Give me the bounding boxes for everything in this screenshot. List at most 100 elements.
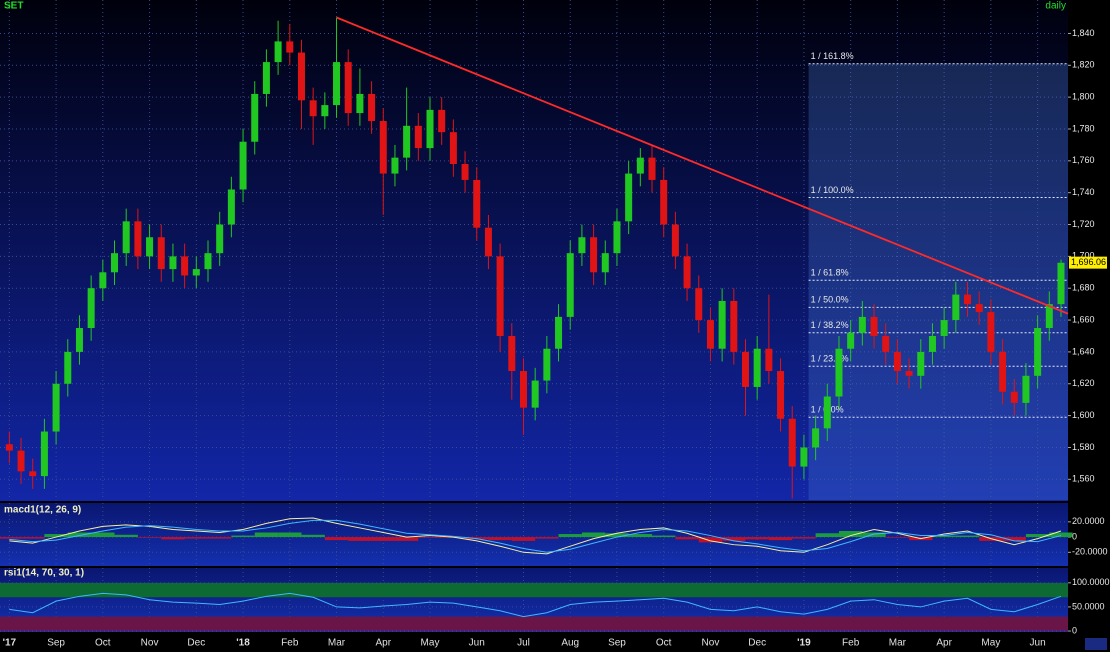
candle-body [286,41,294,53]
x-tick-label: Dec [748,638,766,649]
candle-body [461,164,469,180]
x-tick-label: Nov [702,638,720,649]
last-price-box [1069,256,1107,269]
x-tick-label: Sep [47,638,65,649]
candle-body [274,41,282,63]
candle-body [788,418,796,467]
last-price-label: 1,696.06 [1071,257,1106,267]
y-tick-label: 1,620 [1072,378,1095,388]
candle-body [777,371,785,419]
macd-histogram-bar [932,535,956,538]
candle-body [99,272,107,289]
candle-body [496,256,504,336]
rsi-title: rsi1(14, 70, 30, 1) [4,568,84,579]
candle-body [730,300,738,352]
x-tick-label: Jul [517,638,530,649]
candle-body [262,62,270,94]
candle-body [765,348,773,372]
fib-label: 1 / 100.0% [811,185,854,195]
macd-histogram-bar [231,535,255,538]
x-tick-label: Jun [1030,638,1046,649]
candle-body [835,348,843,397]
y-tick-label: -20.0000 [1072,547,1108,557]
candle-body [484,227,492,257]
candle-body [239,141,247,190]
candle-body [1057,262,1065,305]
x-tick-label: Aug [561,638,579,649]
candle-body [601,253,609,273]
candle-body [52,383,60,432]
candle-body [695,288,703,321]
macd-line [9,519,1062,553]
fib-label: 1 / 23.6% [811,354,849,364]
y-tick-label: 1,760 [1072,155,1095,165]
y-tick-label: 100.0000 [1072,577,1110,587]
macd-histogram-bar [745,537,769,540]
rsi-zone [0,582,1068,598]
candle-body [800,447,808,467]
candle-body [578,237,586,254]
candle-body [519,371,527,408]
y-tick-label: 1,660 [1072,314,1095,324]
candle-body [543,348,551,381]
candle-body [5,444,13,451]
x-tick-label: Feb [842,638,860,649]
y-tick-label: 1,740 [1072,187,1095,197]
candle-body [438,109,446,133]
candle-body [753,348,761,387]
rsi-line [9,592,1062,618]
y-tick-label: 20.0000 [1072,516,1105,526]
macd-histogram-bar [348,537,372,541]
macd-histogram-bar [254,532,279,538]
candle-body [1010,391,1018,403]
macd-histogram-bar [1049,532,1073,538]
candle-body [227,189,235,225]
x-tick-label: Feb [281,638,299,649]
candle-body [893,351,901,372]
macd-histogram-bar [207,537,232,539]
candle-body [146,237,154,257]
candle-body [812,428,820,448]
x-tick-label: '19 [797,638,811,649]
y-tick-label: 1,780 [1072,123,1095,133]
y-tick-label: 0 [1072,531,1077,541]
candle-body [204,253,212,270]
y-tick-label: 1,800 [1072,92,1095,102]
macd-histogram-bar [44,534,68,538]
macd-histogram-bar [511,537,536,541]
candle-body [531,380,539,408]
symbol: SET [4,1,23,12]
x-tick-label: Jun [469,638,485,649]
candle-body [917,351,925,376]
macd-histogram-bar [838,530,863,538]
y-tick-label: 1,680 [1072,283,1095,293]
candle-body [905,371,913,376]
period: daily [1045,1,1066,12]
x-axis [0,632,1068,652]
macd-histogram-bar [628,534,653,538]
candle-body [847,332,855,349]
candle-body [321,105,329,117]
settings-button[interactable] [1085,638,1107,650]
y-tick-label: 0 [1072,625,1077,635]
candle-body [414,125,422,149]
candle-body [660,179,668,225]
candle-body [157,237,165,270]
candle-body [449,132,457,165]
macd-histogram-bar [1025,534,1050,538]
candle-body [181,256,189,276]
x-tick-label: May [981,638,1000,649]
candle-body [882,335,890,352]
macd-histogram-bar [885,537,910,538]
macd-histogram-bar [862,532,886,538]
macd-histogram-bar [0,537,22,539]
candle-body [1034,328,1042,376]
candle-body [356,93,364,114]
macd-histogram-bar [301,534,325,538]
candle-body [122,221,130,254]
candle-body [403,125,411,158]
candle-body [40,431,48,477]
candle-body [823,396,831,429]
candle-body [940,320,948,336]
